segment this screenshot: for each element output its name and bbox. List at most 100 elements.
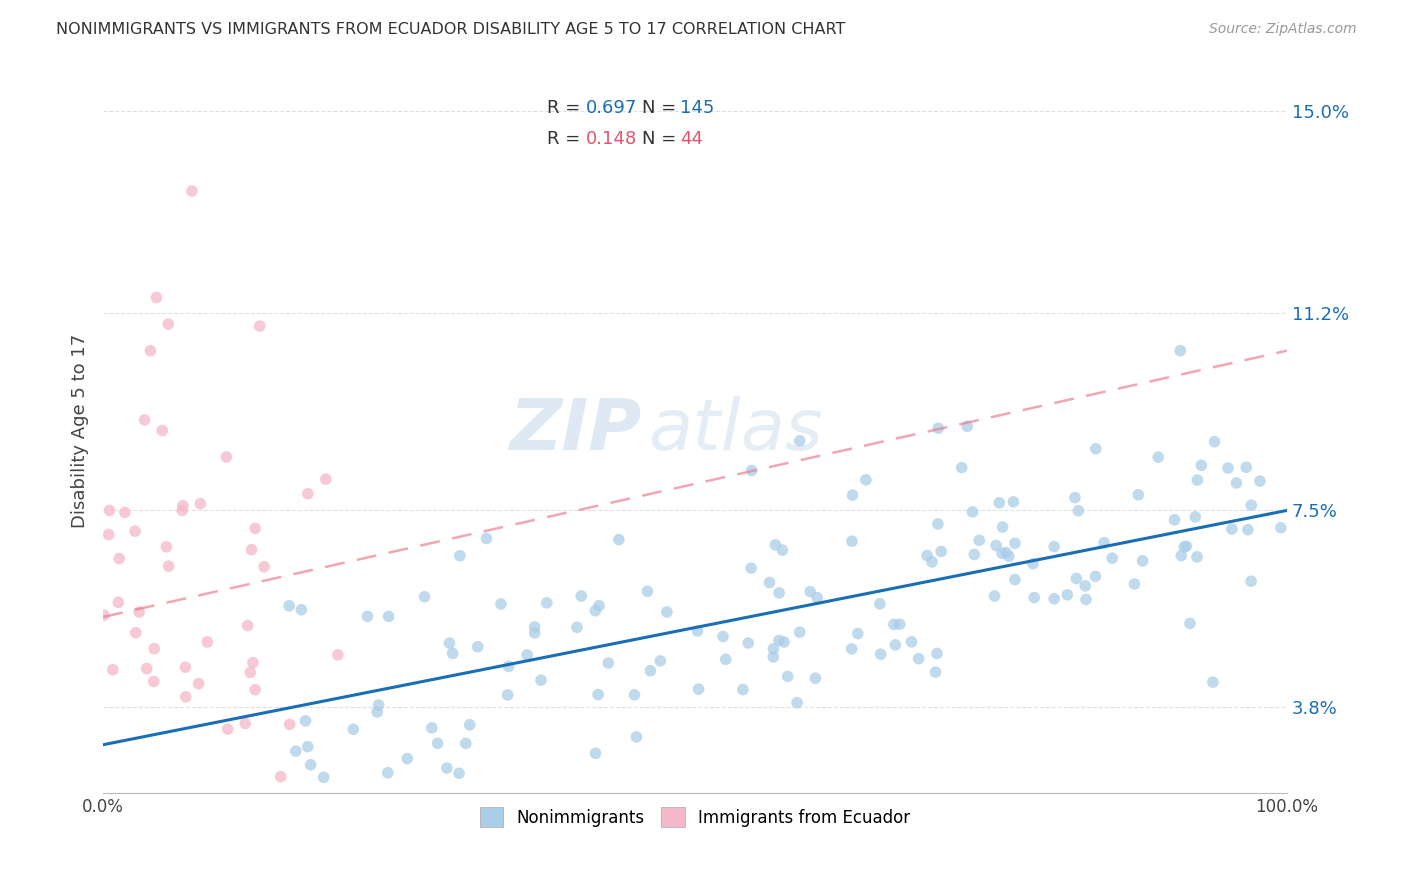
Point xyxy=(714,652,737,666)
Point xyxy=(101,663,124,677)
Point xyxy=(569,589,592,603)
Point xyxy=(986,539,1008,553)
Point xyxy=(789,434,811,448)
Point xyxy=(1128,488,1150,502)
Point xyxy=(174,660,197,674)
Point xyxy=(998,549,1021,564)
Point xyxy=(326,648,349,662)
Y-axis label: Disability Age 5 to 17: Disability Age 5 to 17 xyxy=(72,334,89,528)
Point xyxy=(157,317,180,331)
Point xyxy=(290,603,312,617)
Point xyxy=(217,722,239,736)
Point xyxy=(586,688,609,702)
Point xyxy=(420,721,443,735)
Point xyxy=(98,503,121,517)
Point xyxy=(583,604,606,618)
Point xyxy=(396,751,419,765)
Point xyxy=(436,761,458,775)
Point xyxy=(921,555,943,569)
Point xyxy=(762,649,785,664)
Point xyxy=(242,656,264,670)
Point xyxy=(489,597,512,611)
Point xyxy=(278,717,301,731)
Point xyxy=(607,533,630,547)
Point xyxy=(1004,536,1026,550)
Point xyxy=(299,757,322,772)
Text: NONIMMIGRANTS VS IMMIGRANTS FROM ECUADOR DISABILITY AGE 5 TO 17 CORRELATION CHAR: NONIMMIGRANTS VS IMMIGRANTS FROM ECUADOR… xyxy=(56,22,845,37)
Point xyxy=(366,705,388,719)
Point xyxy=(297,487,319,501)
Point xyxy=(741,464,763,478)
Point xyxy=(523,620,546,634)
Point xyxy=(1084,569,1107,583)
Point xyxy=(240,542,263,557)
Point xyxy=(841,641,863,656)
Point xyxy=(711,630,734,644)
Point xyxy=(740,561,762,575)
Text: 44: 44 xyxy=(679,130,703,148)
Point xyxy=(927,516,949,531)
Point xyxy=(142,674,165,689)
Point xyxy=(758,575,780,590)
Point xyxy=(1240,574,1263,589)
Point xyxy=(883,617,905,632)
Point xyxy=(1084,442,1107,456)
Point xyxy=(737,636,759,650)
Point xyxy=(1220,522,1243,536)
Text: N =: N = xyxy=(641,130,682,148)
Point xyxy=(342,723,364,737)
Point xyxy=(1002,495,1025,509)
Point xyxy=(1178,616,1201,631)
Point xyxy=(962,505,984,519)
Point xyxy=(900,635,922,649)
Point xyxy=(278,599,301,613)
Point xyxy=(598,656,620,670)
Point xyxy=(1163,513,1185,527)
Point xyxy=(187,676,209,690)
Point xyxy=(585,747,607,761)
Point xyxy=(841,488,863,502)
Point xyxy=(994,546,1017,560)
Point xyxy=(907,651,929,665)
Point xyxy=(650,654,672,668)
Point xyxy=(1234,460,1257,475)
Point xyxy=(449,766,471,780)
Point xyxy=(367,698,389,712)
Point xyxy=(253,559,276,574)
Point xyxy=(530,673,553,688)
Text: 0.697: 0.697 xyxy=(586,99,637,118)
Point xyxy=(145,290,167,304)
Point xyxy=(1067,504,1090,518)
Point xyxy=(139,343,162,358)
Point xyxy=(991,546,1014,560)
Point xyxy=(377,609,399,624)
Point xyxy=(413,590,436,604)
Point xyxy=(143,641,166,656)
Point xyxy=(1240,498,1263,512)
Point xyxy=(135,661,157,675)
Point xyxy=(1170,549,1192,563)
Point xyxy=(640,664,662,678)
Point xyxy=(195,635,218,649)
Point xyxy=(869,647,891,661)
Point xyxy=(249,319,271,334)
Point xyxy=(1270,521,1292,535)
Point xyxy=(523,626,546,640)
Point xyxy=(1204,434,1226,449)
Point xyxy=(108,551,131,566)
Point xyxy=(439,636,461,650)
Point xyxy=(889,617,911,632)
Point xyxy=(377,765,399,780)
Point xyxy=(925,647,948,661)
Text: R =: R = xyxy=(547,130,586,148)
Point xyxy=(1004,573,1026,587)
Point xyxy=(773,635,796,649)
Point xyxy=(1237,523,1260,537)
Point xyxy=(1024,591,1046,605)
Point xyxy=(475,532,498,546)
Point xyxy=(426,736,449,750)
Point xyxy=(884,638,907,652)
Point xyxy=(786,696,808,710)
Point xyxy=(1216,461,1239,475)
Point xyxy=(536,596,558,610)
